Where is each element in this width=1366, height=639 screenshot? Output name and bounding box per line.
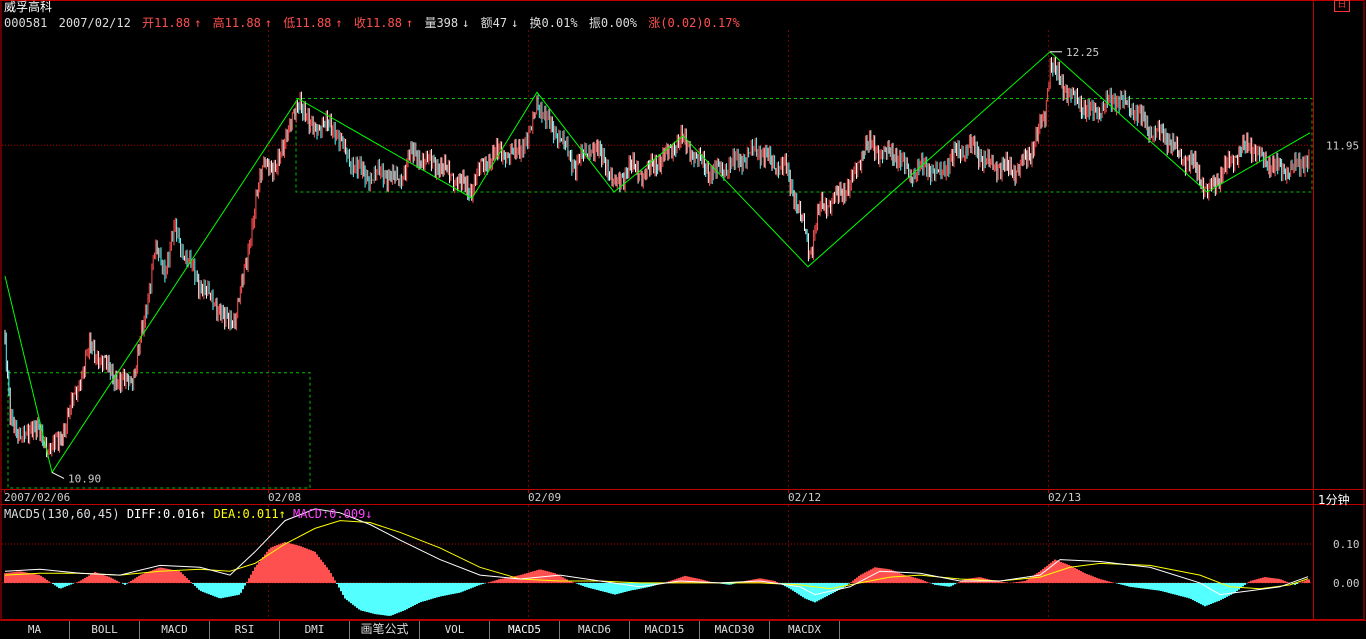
up-arrow-icon: ↑: [199, 507, 207, 521]
tab-macd30[interactable]: MACD30: [700, 621, 770, 639]
x-tick-label: 02/09: [528, 491, 561, 504]
tab-rsi[interactable]: RSI: [210, 621, 280, 639]
consolidation-box: [295, 98, 1313, 193]
up-arrow-icon: ↑: [405, 16, 414, 30]
tab-macdx[interactable]: MACDX: [770, 621, 840, 639]
diff-line: [4, 508, 1309, 596]
tab-macd15[interactable]: MACD15: [630, 621, 700, 639]
extreme-leader: [51, 471, 65, 479]
stock-code: 000581: [4, 16, 48, 30]
extreme-price-label: 10.90: [68, 472, 101, 485]
up-arrow-icon: ↑: [194, 16, 202, 30]
tab-macd5[interactable]: MACD5: [490, 621, 560, 639]
tab-vol[interactable]: VOL: [420, 621, 490, 639]
consolidation-box: [7, 372, 311, 489]
quote-date: 2007/02/12: [58, 16, 131, 30]
close-price: 收11.88: [353, 16, 402, 30]
macd-indicator-name: MACD5(130,60,45): [4, 507, 120, 521]
down-arrow-icon: ↓: [365, 507, 373, 521]
up-arrow-icon: ↑: [335, 16, 343, 30]
extreme-price-label: 12.25: [1066, 46, 1099, 59]
dea-line: [4, 520, 1309, 590]
macd-axis-label: 0.00: [1333, 577, 1360, 590]
amplitude: 振0.00%: [588, 16, 638, 30]
high-price: 高11.88: [212, 16, 261, 30]
tab-ma[interactable]: MA: [0, 621, 70, 639]
x-tick-label: 2007/02/06: [4, 491, 70, 504]
day-period-button[interactable]: 日: [1334, 0, 1350, 12]
tab-dmi[interactable]: DMI: [280, 621, 350, 639]
open-price: 开11.88: [142, 16, 191, 30]
x-tick-label: 02/12: [788, 491, 821, 504]
tab-macd[interactable]: MACD: [140, 621, 210, 639]
x-tick-label: 02/08: [268, 491, 301, 504]
macd-axis-label: 0.10: [1333, 538, 1360, 551]
up-arrow-icon: ↑: [278, 507, 286, 521]
x-tick-label: 02/13: [1048, 491, 1081, 504]
tab-formula[interactable]: 画笔公式: [350, 621, 420, 639]
up-arrow-icon: ↑: [264, 16, 273, 30]
stock-name: 威孚高科: [4, 0, 53, 14]
down-arrow-icon: ↓: [511, 16, 519, 30]
turnover: 换0.01%: [529, 16, 578, 30]
outer-frame: [0, 0, 1365, 620]
tab-macd6[interactable]: MACD6: [560, 621, 630, 639]
down-arrow-icon: ↓: [462, 16, 470, 30]
period-label[interactable]: 1分钟: [1318, 493, 1350, 507]
quote-info-bar: 000581 2007/02/12 开11.88 ↑ 高11.88 ↑ 低11.88…: [4, 16, 744, 30]
price-axis-label: 11.95: [1326, 139, 1359, 152]
macd-header: MACD5(130,60,45) DIFF:0.016↑ DEA:0.011↑ …: [4, 507, 373, 521]
low-price: 低11.88: [283, 16, 332, 30]
change: 涨(0.02)0.17%: [648, 16, 740, 30]
volume: 量398: [424, 16, 459, 30]
macd-dea-value: DEA:0.011: [213, 507, 279, 521]
macd-diff-value: DIFF:0.016: [126, 507, 200, 521]
macd-value: MACD:0.009: [293, 507, 366, 521]
indicator-tab-bar: MA BOLL MACD RSI DMI 画笔公式 VOL MACD5 MACD6 MACD15 M…: [0, 620, 1366, 639]
zigzag-line: [4, 51, 1311, 474]
amount: 额47: [480, 16, 508, 30]
tab-boll[interactable]: BOLL: [70, 621, 140, 639]
